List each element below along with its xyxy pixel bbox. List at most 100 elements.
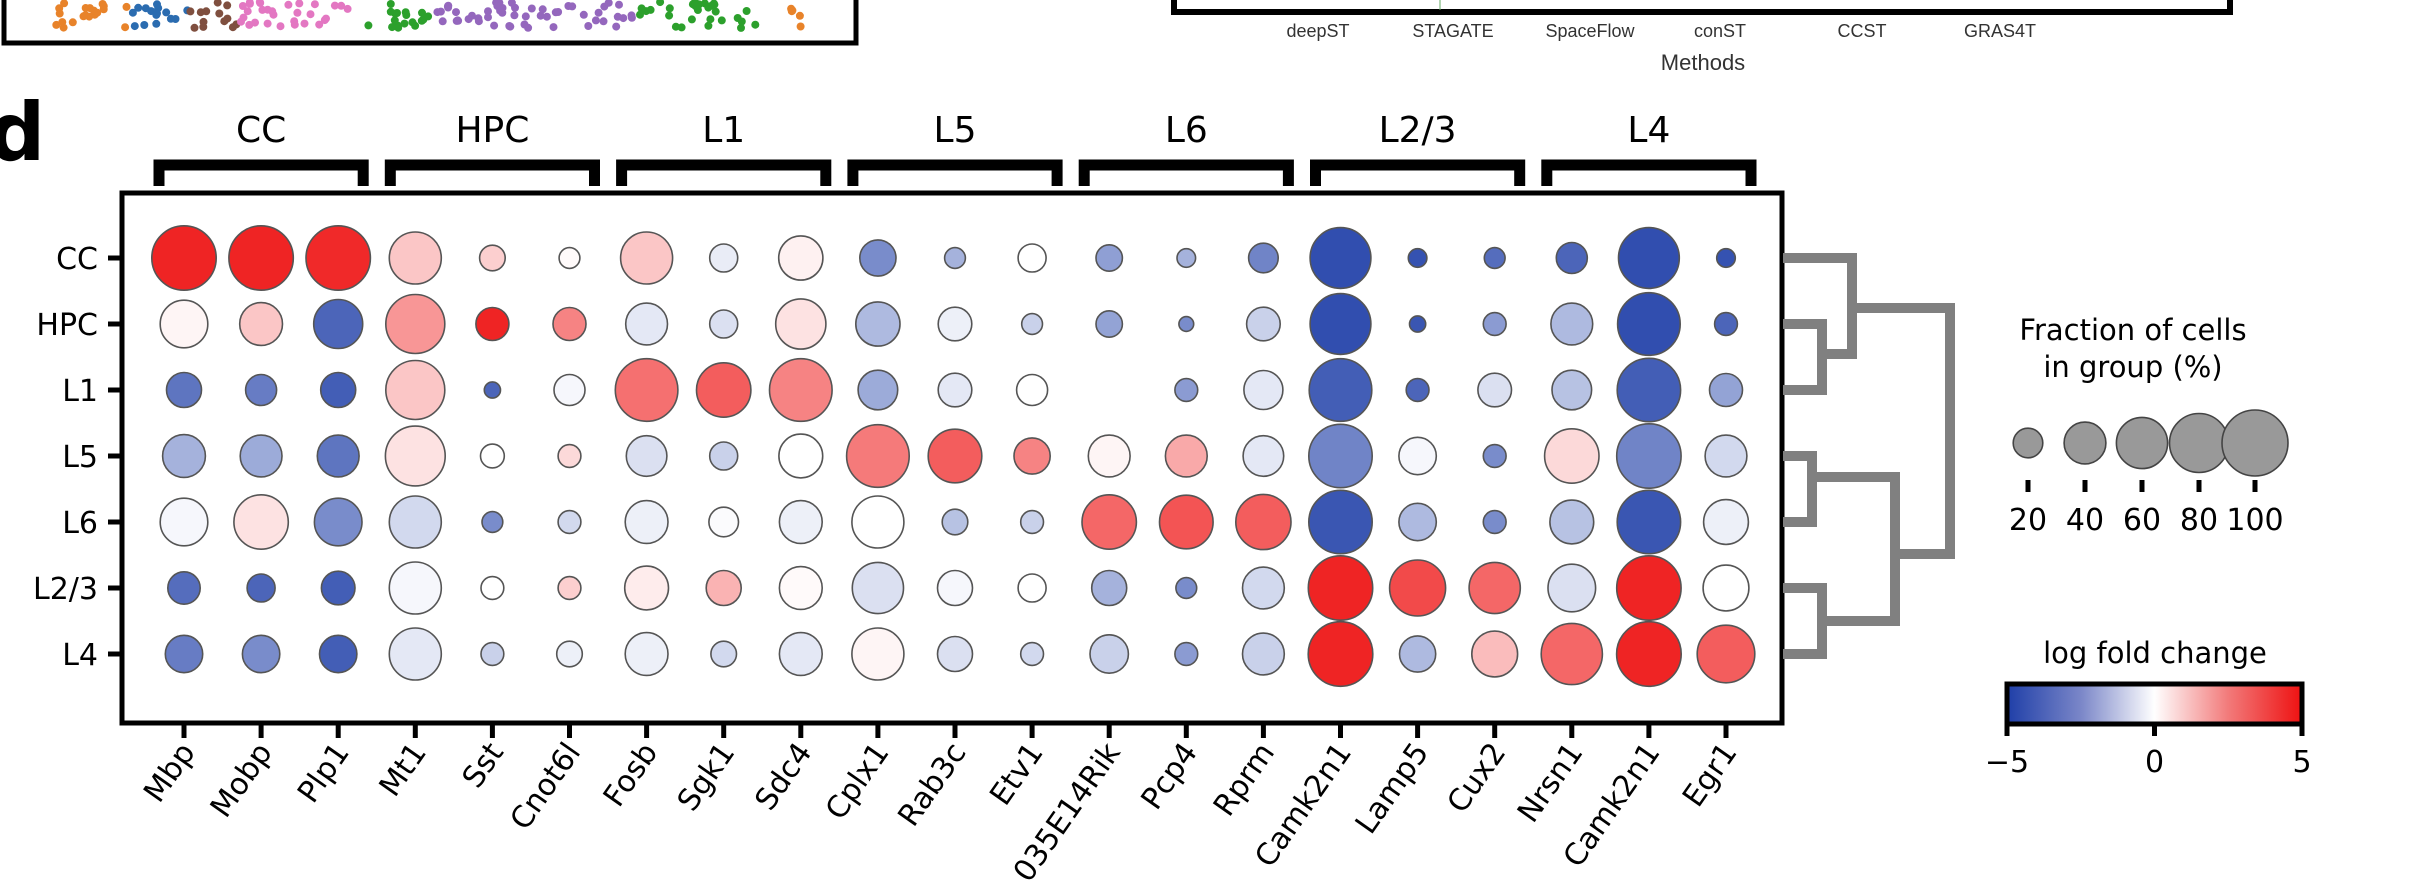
row-tick-label: L4 xyxy=(62,638,98,673)
size-legend-dot xyxy=(2012,427,2044,459)
dot-L6-Mt1 xyxy=(388,495,443,549)
methods-tick-label: SpaceFlow xyxy=(1545,21,1635,41)
gene-tick-label: Rab3c xyxy=(891,737,973,833)
dot-L6-Sst xyxy=(481,510,504,534)
dot-HPC-Etv1 xyxy=(1020,312,1044,336)
dot-CC-Mt1 xyxy=(388,231,443,285)
dot-CC-Fosb xyxy=(619,231,674,285)
gene-tick-label: Rprm xyxy=(1207,737,1282,823)
scatter-point xyxy=(737,23,745,32)
size-legend-title-2: in group (%) xyxy=(2043,350,2222,384)
size-legend-label: 40 xyxy=(2066,503,2104,538)
scatter-point xyxy=(542,12,551,21)
scatter-point xyxy=(521,12,530,21)
scatter-point xyxy=(505,22,514,30)
scatter-point xyxy=(315,20,324,29)
scatter-point xyxy=(166,14,175,23)
scatter-point xyxy=(153,9,161,18)
dot-L4-Cnot6l xyxy=(555,640,584,668)
size-legend-title-1: Fraction of cells xyxy=(2019,313,2246,347)
dot-L2-3-Sgk1 xyxy=(705,569,743,607)
dot-L5-Rprm xyxy=(1242,434,1285,478)
dot-L4-Sgk1 xyxy=(710,640,738,668)
dot-L1-Mbp xyxy=(165,371,203,409)
scatter-point xyxy=(152,19,161,28)
gene-group-label: HPC xyxy=(455,110,529,151)
dot-L1-Cnot6l xyxy=(553,373,586,407)
dot-L5-Cux2 xyxy=(1482,443,1507,469)
scatter-point xyxy=(52,20,61,29)
scatter-point xyxy=(520,20,529,29)
scatter-point xyxy=(330,1,339,10)
dot-L2-3-Sst xyxy=(480,575,505,601)
dot-L4-Etv1 xyxy=(1019,641,1045,667)
scatter-point xyxy=(199,22,208,31)
scatter-point xyxy=(310,0,319,9)
scatter-point xyxy=(215,9,224,18)
dot-L5-Mobp xyxy=(239,434,283,478)
dot-CC-Etv1 xyxy=(1017,243,1047,273)
dot-L4-Sdc4 xyxy=(778,631,823,677)
scatter-point xyxy=(656,0,665,7)
dot-L1-Lamp5 xyxy=(1405,377,1430,403)
dot-L5-Plp1 xyxy=(316,434,360,478)
gene-group-bracket xyxy=(1541,159,1757,186)
colorbar-gradient xyxy=(2004,681,2305,727)
dot-L2-3-Fosb xyxy=(623,565,670,611)
row-tick-label: L6 xyxy=(62,506,98,541)
size-legend-label: 60 xyxy=(2123,503,2161,538)
methods-tick-label: CCST xyxy=(1838,21,1887,41)
dot-L6-Camk2n1 xyxy=(1308,489,1374,555)
dot-L5-Camk2n1 xyxy=(1308,423,1374,489)
dendrogram-branch xyxy=(1783,451,1817,527)
scatter-point xyxy=(89,6,98,15)
methods-plot-fragment: deepST STAGATE SpaceFlow conST CCST GRAS4T Me… xyxy=(1171,0,2233,75)
scatter-point xyxy=(579,10,588,19)
scatter-point xyxy=(81,4,90,12)
dot-L2-3-Rprm xyxy=(1241,566,1286,610)
dot-L2-3-Sdc4 xyxy=(778,565,823,611)
scatter-point xyxy=(300,19,309,28)
dot-L5-Nrsn1 xyxy=(1543,427,1600,484)
dendrogram-branch xyxy=(1783,319,1827,395)
scatter-point xyxy=(196,8,205,17)
dot-HPC-Mbp xyxy=(159,299,209,349)
scatter-point xyxy=(646,5,655,14)
gene-tick-label: Sst xyxy=(456,736,511,794)
scatter-point xyxy=(239,13,248,22)
scatter-point xyxy=(490,21,499,30)
dot-L4-Mt1 xyxy=(388,627,443,681)
gene-group-label: L6 xyxy=(1165,110,1208,151)
scatter-point xyxy=(121,23,130,32)
scatter-point xyxy=(637,4,646,13)
dot-L6-035E14Rik xyxy=(1081,493,1138,550)
dot-L1-Sst xyxy=(483,381,502,399)
gene-tick-label: Cplx1 xyxy=(819,737,897,827)
scatter-point xyxy=(687,15,696,24)
dot-L4-Mobp xyxy=(241,634,281,674)
dot-L5-Fosb xyxy=(625,434,668,478)
gene-group-bracket xyxy=(616,159,832,186)
scatter-point xyxy=(386,0,395,8)
dot-L1-Cplx1 xyxy=(857,369,899,411)
scatter-point xyxy=(474,14,483,23)
size-legend-label: 100 xyxy=(2226,503,2283,538)
dot-L6-Sdc4 xyxy=(778,499,823,545)
scatter-point xyxy=(438,17,447,26)
dot-L6-Lamp5 xyxy=(1398,502,1438,542)
dot-L6-Etv1 xyxy=(1019,509,1045,535)
scatter-point xyxy=(433,8,442,17)
dot-L1-Mt1 xyxy=(384,359,446,421)
scatter-point xyxy=(704,21,713,30)
scatter-point xyxy=(190,23,199,32)
scatter-point xyxy=(627,13,636,22)
dot-L4-Cplx1 xyxy=(851,627,905,681)
row-tick-label: L1 xyxy=(62,374,98,409)
scatter-point xyxy=(453,16,462,25)
dot-L6-Cplx1 xyxy=(851,495,905,549)
dot-L5-Mt1 xyxy=(384,425,446,487)
dot-L1-Rab3c xyxy=(937,372,973,408)
dot-L6-Cnot6l xyxy=(557,509,582,535)
dot-L1-Nrsn1 xyxy=(1551,369,1593,411)
